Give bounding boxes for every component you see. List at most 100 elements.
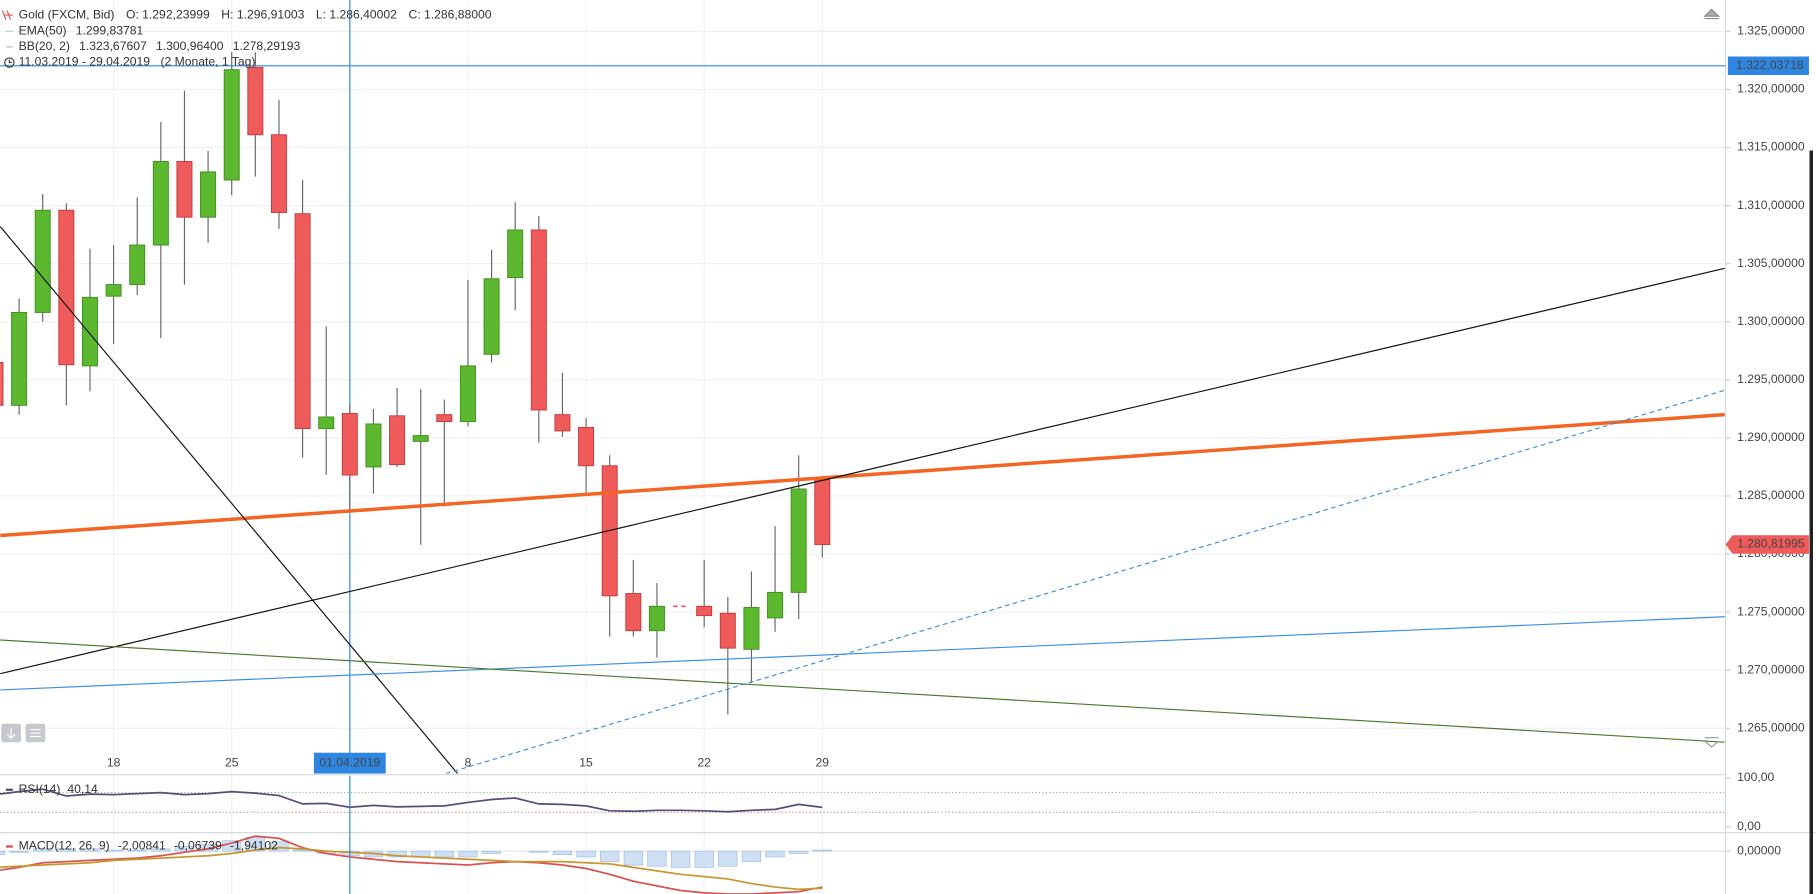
crosshair-x-box	[313, 752, 386, 774]
y-tick-label: 0,00000	[1737, 843, 1781, 857]
axes: 1.325,00000 1.320,00000 1.315,00000 1.310,0…	[0, 24, 1809, 894]
last-price-box	[1725, 535, 1809, 554]
y-tick-label: 1.310,00000	[1737, 198, 1805, 212]
expand-icon[interactable]	[1704, 737, 1719, 748]
candle-body	[790, 488, 807, 593]
rsi-pane	[0, 788, 1726, 813]
y-tick-label: 1.305,00000	[1737, 256, 1805, 270]
overlay-readout: 1.299,83781	[76, 23, 144, 37]
rsi-line	[0, 788, 823, 813]
histogram-bar	[789, 850, 809, 854]
candle-body	[34, 209, 51, 313]
overlay-readout: 1.323,67607	[79, 39, 147, 53]
candle-body	[719, 612, 736, 649]
candle-body	[58, 209, 75, 366]
candle-body	[767, 591, 784, 619]
histogram-bar	[151, 848, 171, 852]
histogram-bar	[80, 848, 100, 852]
candle-body	[318, 416, 335, 430]
candle-body	[507, 229, 524, 279]
y-tick-label: 1.295,00000	[1737, 372, 1805, 386]
ohlc-readout: L: 1.286,40002	[316, 7, 397, 21]
histogram-bar	[33, 848, 53, 852]
y-tick-label: 1.325,00000	[1737, 24, 1805, 38]
candle-body	[483, 278, 500, 355]
macd-readout: -2,00841	[118, 839, 166, 853]
histogram-bar	[765, 850, 785, 858]
histogram-bar	[647, 850, 667, 867]
candle-body	[81, 296, 98, 367]
overlay-name: BB(20, 2)	[19, 39, 70, 53]
histogram-bar	[694, 850, 714, 868]
ohlc-readout: C: 1.286,88000	[409, 7, 492, 21]
candle-body	[294, 213, 311, 430]
collapse-icon[interactable]	[1703, 8, 1721, 20]
candle-body	[341, 413, 358, 476]
histogram-bar	[434, 850, 454, 858]
histogram-bar	[0, 850, 6, 855]
candle-body	[129, 244, 146, 286]
candle-body	[270, 134, 287, 214]
macd-title: MACD(12, 26, 9)	[19, 839, 110, 853]
histogram-bar	[9, 850, 29, 853]
crosshair-y-label: 1.322,03718	[1736, 58, 1804, 72]
x-tick-label: 15	[579, 755, 593, 769]
y-tick-label: 1.300,00000	[1737, 314, 1805, 328]
x-tick-label: 8	[465, 755, 472, 769]
histogram-bar	[245, 836, 265, 852]
trendline	[0, 267, 1725, 675]
candle-body	[200, 171, 217, 218]
x-tick-label: 29	[816, 755, 830, 769]
y-tick-label: 1.270,00000	[1737, 662, 1805, 676]
candle-body	[247, 66, 264, 136]
histogram-bar	[56, 848, 76, 852]
candle-body	[11, 311, 28, 406]
title-icon	[1, 10, 13, 20]
candle-body	[0, 361, 4, 406]
labels: 18 25 01.04.2019 8 15 22 29 Gold (FXCM, Bid) O: …	[1, 7, 830, 853]
download-icon	[6, 728, 16, 740]
candle-body	[743, 607, 760, 650]
ohlc-readout: H: 1.296,91003	[221, 7, 304, 21]
y-tick-label: 1.315,00000	[1737, 140, 1805, 154]
y-tick-label: 0,00	[1737, 819, 1761, 833]
candle-body	[459, 365, 476, 423]
histogram-bar	[103, 849, 124, 852]
histogram-bar	[127, 849, 147, 852]
macd-readout: -1,94102	[230, 839, 278, 853]
histogram-bar	[670, 850, 691, 868]
trendline	[0, 226, 458, 774]
histogram-bar	[269, 841, 289, 852]
ohlc-readout: O: 1.292,23999	[126, 7, 210, 21]
x-tick-label: 22	[697, 755, 711, 769]
candle-body	[436, 414, 453, 423]
trendline	[445, 389, 1725, 774]
histogram-bar	[529, 850, 549, 853]
histogram-bar	[481, 850, 502, 854]
candle-body	[648, 605, 665, 632]
histogram-bar	[458, 850, 478, 858]
x-tick-label: 18	[107, 755, 121, 769]
settings-icon	[30, 728, 41, 738]
x-tick-label: 01.04.2019	[319, 755, 380, 769]
histogram-bar	[174, 846, 195, 852]
candle-body	[530, 229, 547, 411]
histogram-bar	[718, 850, 738, 867]
y-tick-label: 1.265,00000	[1737, 720, 1805, 734]
y-tick-label: 1.285,00000	[1737, 488, 1805, 502]
candle-body	[625, 593, 642, 632]
histogram-bar	[600, 850, 620, 862]
y-tick-label: 1.320,00000	[1737, 82, 1805, 96]
candle-body	[365, 423, 382, 468]
candle-body	[105, 284, 122, 297]
macd-line	[0, 846, 823, 891]
macd-line	[0, 835, 823, 894]
overlay-readout: 1.278,29193	[233, 39, 301, 53]
histogram-bar	[198, 843, 218, 852]
histogram-bar	[623, 850, 643, 866]
clock-hand	[8, 59, 12, 64]
candle-body	[412, 435, 429, 442]
